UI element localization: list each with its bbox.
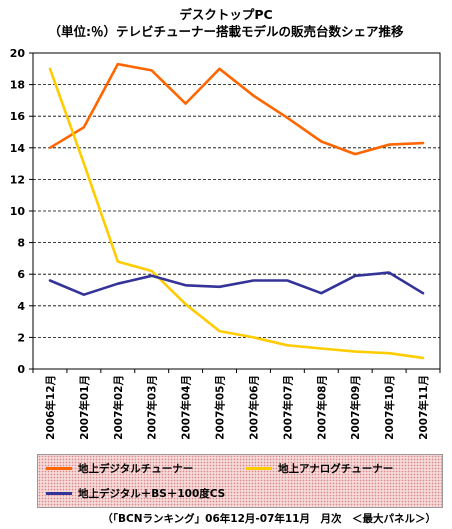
- legend-label-digital-bs-cs: 地上デジタル＋BS＋100度CS: [78, 488, 226, 500]
- y-tick-label: 18: [10, 79, 25, 92]
- source-note: （「BCNランキング」06年12月-07年11月 月次 ＜最大パネル＞）: [102, 513, 436, 525]
- series-line-2: [48, 271, 425, 296]
- x-tick-label: 2007年03月: [146, 375, 159, 440]
- series-line-0: [48, 62, 425, 156]
- x-tick-label: 2007年11月: [417, 375, 430, 440]
- series-line-1: [48, 67, 425, 360]
- x-tick-label: 2007年07月: [281, 375, 294, 440]
- x-tick-label: 2007年06月: [247, 375, 260, 440]
- legend-item-digital: 地上デジタルチューナー: [46, 461, 193, 476]
- x-tick-label: 2007年08月: [315, 375, 328, 440]
- legend-label-digital: 地上デジタルチューナー: [78, 463, 194, 475]
- line-chart: 0 2 4 6 8 10 12 14 16 18 20 2006年12月 2007年01月 2007年02…: [10, 47, 441, 440]
- chart-title: デスクトップPC: [179, 7, 273, 22]
- y-tick-label: 4: [17, 300, 25, 313]
- x-tick-label: 2007年05月: [214, 375, 227, 440]
- x-tick-label: 2007年04月: [180, 375, 193, 440]
- chart-subtitle: （単位:％）テレビチューナー搭載モデルの販売台数シェア推移: [48, 24, 404, 39]
- y-tick-label: 16: [10, 110, 26, 123]
- y-tick-label: 14: [10, 142, 26, 155]
- x-tick-label: 2007年10月: [383, 375, 396, 440]
- legend-item-digital-bs-cs: 地上デジタル＋BS＋100度CS: [46, 486, 225, 501]
- x-tick-label: 2007年02月: [112, 375, 125, 440]
- y-tick-label: 2: [17, 331, 25, 344]
- y-tick-label: 10: [10, 205, 26, 218]
- y-tick-label: 0: [17, 363, 25, 376]
- legend-swatch-analog: [246, 467, 272, 470]
- x-tick-label: 2006年12月: [44, 375, 57, 440]
- y-tick-label: 6: [17, 268, 25, 281]
- legend: 地上デジタルチューナー 地上アナログチューナー 地上デジタル＋BS＋100度CS: [37, 454, 443, 508]
- x-tick-label: 2007年09月: [349, 375, 362, 440]
- y-tick-label: 20: [10, 47, 26, 60]
- legend-swatch-digital: [46, 467, 72, 470]
- y-tick-label: 12: [10, 173, 25, 186]
- legend-label-analog: 地上アナログチューナー: [278, 463, 394, 475]
- legend-item-analog: 地上アナログチューナー: [246, 461, 393, 476]
- y-tick-label: 8: [17, 237, 25, 250]
- x-tick-label: 2007年01月: [78, 375, 91, 440]
- legend-swatch-digital-bs-cs: [46, 492, 72, 495]
